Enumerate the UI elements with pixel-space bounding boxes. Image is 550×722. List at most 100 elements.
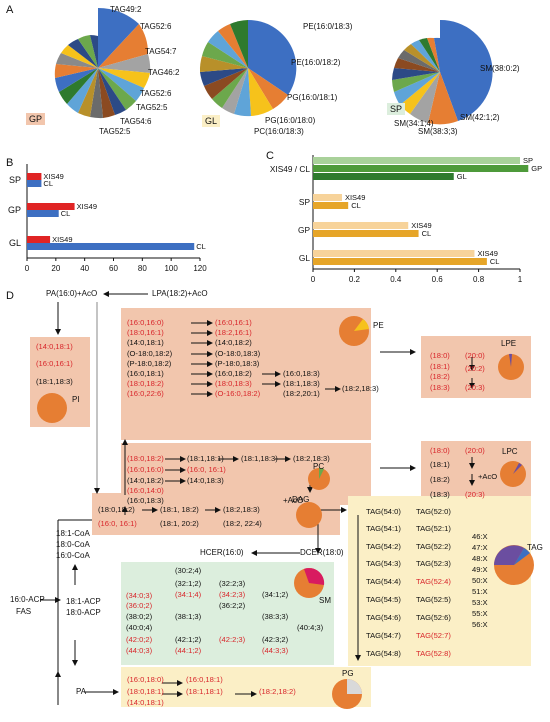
pie-sp (392, 19, 493, 125)
tag-c2-3: TAG(52:2) (416, 542, 451, 551)
chart-c-bar-1-cl (313, 202, 349, 209)
chart-b-bar-sp-xis49 (27, 173, 42, 180)
lpc-3: (18:2) (430, 475, 450, 484)
tag-c3-3: 48:X (472, 554, 488, 563)
pi-pie (37, 393, 67, 423)
chart-b-label-gl-cl: CL (196, 242, 206, 251)
gp-tag: GP (26, 113, 46, 125)
chart-b-bar-gl-xis49 (27, 236, 51, 243)
dag-pie (296, 502, 322, 528)
chart-b-bar-sp-cl (27, 180, 42, 187)
pe-c2-5: (P-18:0,18:3) (215, 359, 260, 368)
chart-b-category-gl: GL (9, 238, 21, 248)
chart-c-bar-2-cl (313, 230, 419, 237)
tag-c1-8: TAG(54:7) (366, 631, 401, 640)
gl-tag: GL (202, 115, 221, 127)
lpc-label: LPC (502, 447, 518, 456)
gp-label-5: TAG52:6 (140, 89, 172, 98)
pc-c1-1: (18:0,18:2) (127, 454, 164, 463)
chart-b-label-sp-cl: CL (43, 179, 53, 188)
gl-label-1: PE(16:0/18:3) (303, 22, 353, 31)
pe-c2-1: (16:0,16:1) (215, 318, 252, 327)
pc-label: PC (313, 462, 325, 471)
lpc-1: (18:0) (430, 446, 450, 455)
tag-c2-2: TAG(52:1) (416, 524, 451, 533)
acp-left-1: 16:0-ACP (10, 595, 45, 604)
pc-pie (308, 467, 330, 490)
sp-label-2: SM(42:1;2) (460, 113, 500, 122)
pg-box (121, 667, 371, 707)
pie-gp (54, 7, 151, 119)
sm-c4-1: (34:1;2) (262, 590, 289, 599)
pe-c2-7: (18:0,18:3) (215, 379, 252, 388)
tag-c2-8: TAG(52:7) (416, 631, 451, 640)
gl-label-4: PG(16:0/18:0) (265, 116, 316, 125)
sp-label-4: SM(34:1;4) (394, 119, 434, 128)
chart-b-tick-label-2: 40 (80, 264, 89, 273)
chart-b-bar-gp-xis49 (27, 203, 75, 210)
pe-c3-3: (18:2,20:1) (283, 389, 320, 398)
pg-c1-1: (16:0,18:0) (127, 675, 164, 684)
tag-box (348, 496, 531, 666)
sm-c1-3: (38:0;2) (126, 612, 153, 621)
sm-c3-4: (42:2;3) (219, 635, 246, 644)
lpc-b1: (20:0) (465, 446, 485, 455)
tag-c3-4: 49:X (472, 565, 488, 574)
chart-b-tick-label-0: 0 (25, 264, 30, 273)
pe-c2-6: (16:0,18:2) (215, 369, 252, 378)
pe-c1-7: (18:0,18:2) (127, 379, 164, 388)
coa-1: 18:1-CoA (56, 529, 90, 538)
pg-c1-3: (14:0,18:1) (127, 698, 164, 707)
tag-c2-7: TAG(52:6) (416, 613, 451, 622)
sm-c2-3: (34:1;4) (175, 590, 202, 599)
lpe-b1: (20:0) (465, 351, 485, 360)
chart-c-group-label-0: XIS49 / CL (270, 164, 311, 174)
tag-pie (494, 545, 534, 585)
pg-pie (332, 679, 362, 709)
gp-label-6: TAG52:5 (136, 103, 168, 112)
chart-c-tick-label-0: 0 (311, 275, 316, 284)
sm-c1-1: (34:0;3) (126, 591, 153, 600)
lpc-b2: (20:3) (465, 490, 485, 499)
chart-c-bar-0-gp (313, 165, 529, 172)
dag-c3-2: (18:2, 22:4) (223, 519, 262, 528)
pc-c2-3: (14:0,18:3) (187, 476, 224, 485)
sm-c1-5: (42:0;2) (126, 635, 153, 644)
lpc-2: (18:1) (430, 460, 450, 469)
sm-c2-5: (42:1;2) (175, 635, 202, 644)
coa-2: 18:0-CoA (56, 540, 90, 549)
pe-label: PE (373, 321, 384, 330)
tag-c2-9: TAG(52:8) (416, 649, 451, 658)
chart-b-label-gp-xis49: XIS49 (77, 202, 97, 211)
chart-b-category-gp: GP (8, 205, 21, 215)
sm-c4-3: (40:4;3) (297, 623, 324, 632)
pi-label: PI (72, 395, 80, 404)
pe-c2-8: (O-16:0,18:2) (215, 389, 261, 398)
chart-c-tick-label-5: 1 (518, 275, 523, 284)
tag-c2-4: TAG(52:3) (416, 559, 451, 568)
pe-c1-3: (14:0,18:1) (127, 338, 164, 347)
dcer: DCER(18:0) (300, 548, 344, 557)
chart-c-bar-label-1-cl: CL (351, 201, 361, 210)
dag-c3-1: (18:2,18:3) (223, 505, 260, 514)
chart-c-bar-label-3-xis49: XIS49 (477, 249, 497, 258)
gp-label-7: TAG54:6 (120, 117, 152, 126)
lpa: LPA(18:2)+AcO (152, 289, 208, 298)
pg-c2-2: (18:1,18:1) (186, 687, 223, 696)
panel-letter-a: A (6, 4, 14, 16)
lpc-4: (18:3) (430, 490, 450, 499)
chart-c-bar-0-sp (313, 157, 520, 164)
chart-c-bar-label-2-cl: CL (422, 229, 432, 238)
chart-c-tick-label-2: 0.4 (390, 275, 402, 284)
tag-c1-1: TAG(54:0) (366, 507, 401, 516)
pc-c2-2: (16:0, 16:1) (187, 465, 226, 474)
sm-c2-1: (30:2;4) (175, 566, 202, 575)
lpe-label: LPE (501, 339, 517, 348)
lpe-b3: (20:3) (465, 383, 485, 392)
tag-c2-6: TAG(52:5) (416, 595, 451, 604)
hcer: HCER(16:0) (200, 548, 244, 557)
lpe-4: (18:3) (430, 383, 450, 392)
pc-c2-1: (18:1,18:1) (187, 454, 224, 463)
sm-c1-4: (40:0;4) (126, 623, 153, 632)
pe-c2-3: (14:0,18:2) (215, 338, 252, 347)
